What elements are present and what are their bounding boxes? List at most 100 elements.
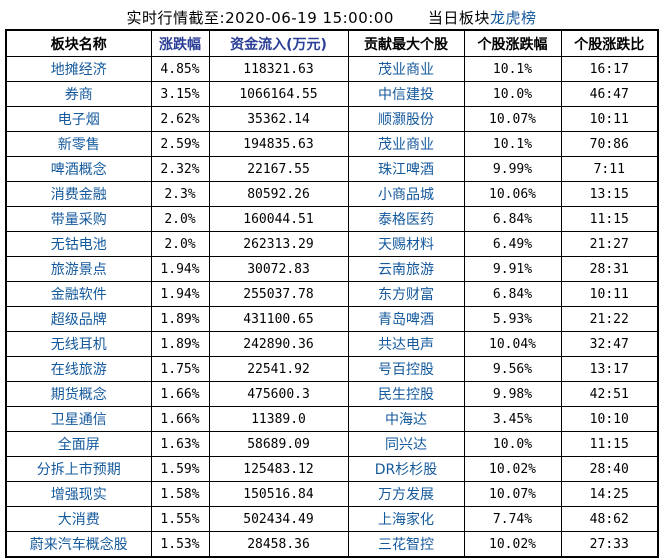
table-row: 消费金融 2.3% 80592.26 小商品城 10.06% 13:15 [5, 181, 659, 207]
sector-name-cell[interactable]: 带量采购 [5, 206, 152, 232]
sector-change-pct-cell: 4.85% [150, 56, 210, 82]
stock-change-pct-cell: 10.07% [463, 481, 562, 507]
stock-change-pct-cell: 10.02% [463, 531, 562, 558]
capital-inflow-cell: 255037.78 [208, 281, 349, 307]
top-stock-cell[interactable]: 泰格医药 [347, 206, 465, 232]
table-row: 分拆上市预期 1.59% 125483.12 DR杉杉股 10.02% 28:40 [5, 456, 659, 482]
stock-change-pct-cell: 10.1% [463, 56, 562, 82]
sector-name-cell[interactable]: 蔚来汽车概念股 [5, 531, 152, 558]
table-row: 超级品牌 1.89% 431100.65 青岛啤酒 5.93% 21:22 [5, 306, 659, 332]
advance-decline-ratio-cell: 7:11 [560, 156, 659, 182]
table-row: 卫星通信 1.66% 11389.0 中海达 3.45% 10:10 [5, 406, 659, 432]
top-stock-cell[interactable]: 同兴达 [347, 431, 465, 457]
advance-decline-ratio-cell: 42:51 [560, 381, 659, 407]
header-sector-name: 板块名称 [5, 29, 152, 57]
sector-change-pct-cell: 3.15% [150, 81, 210, 107]
top-stock-cell[interactable]: 天赐材料 [347, 231, 465, 257]
top-stock-cell[interactable]: 顺灏股份 [347, 106, 465, 132]
stock-change-pct-cell: 9.56% [463, 356, 562, 382]
capital-inflow-cell: 475600.3 [208, 381, 349, 407]
advance-decline-ratio-cell: 21:22 [560, 306, 659, 332]
advance-decline-ratio-cell: 14:25 [560, 481, 659, 507]
top-stock-cell[interactable]: DR杉杉股 [347, 456, 465, 482]
sector-name-cell[interactable]: 全面屏 [5, 431, 152, 457]
advance-decline-ratio-cell: 11:15 [560, 206, 659, 232]
table-row: 啤酒概念 2.32% 22167.55 珠江啤酒 9.99% 7:11 [5, 156, 659, 182]
capital-inflow-cell: 22541.92 [208, 356, 349, 382]
top-stock-cell[interactable]: 青岛啤酒 [347, 306, 465, 332]
sector-name-cell[interactable]: 增强现实 [5, 481, 152, 507]
header-row: 板块名称 涨跌幅 资金流入(万元) 贡献最大个股 个股涨跌幅 个股涨跌比 [5, 29, 659, 57]
top-stock-cell[interactable]: 珠江啤酒 [347, 156, 465, 182]
sector-change-pct-cell: 1.55% [150, 506, 210, 532]
sector-name-cell[interactable]: 期货概念 [5, 381, 152, 407]
sector-change-pct-cell: 2.32% [150, 156, 210, 182]
capital-inflow-cell: 22167.55 [208, 156, 349, 182]
sector-name-cell[interactable]: 旅游景点 [5, 256, 152, 282]
longhu-rank-link[interactable]: 龙虎榜 [489, 9, 537, 27]
table-row: 在线旅游 1.75% 22541.92 号百控股 9.56% 13:17 [5, 356, 659, 382]
sector-name-cell[interactable]: 电子烟 [5, 106, 152, 132]
stock-change-pct-cell: 10.07% [463, 106, 562, 132]
title-bar: 实时行情截至:2020-06-19 15:00:00 当日板块龙虎榜 [0, 0, 663, 28]
sector-name-cell[interactable]: 大消费 [5, 506, 152, 532]
table-row: 新零售 2.59% 194835.63 茂业商业 10.1% 70:86 [5, 131, 659, 157]
capital-inflow-cell: 502434.49 [208, 506, 349, 532]
sector-change-pct-cell: 2.59% [150, 131, 210, 157]
stock-change-pct-cell: 6.84% [463, 206, 562, 232]
table-row: 蔚来汽车概念股 1.53% 28458.36 三花智控 10.02% 27:33 [5, 531, 659, 558]
top-stock-cell[interactable]: 东方财富 [347, 281, 465, 307]
sector-name-cell[interactable]: 分拆上市预期 [5, 456, 152, 482]
stock-change-pct-cell: 6.49% [463, 231, 562, 257]
sector-name-cell[interactable]: 消费金融 [5, 181, 152, 207]
sector-name-cell[interactable]: 无线耳机 [5, 331, 152, 357]
sector-rank-table: 板块名称 涨跌幅 资金流入(万元) 贡献最大个股 个股涨跌幅 个股涨跌比 地摊经… [5, 29, 659, 558]
table-row: 地摊经济 4.85% 118321.63 茂业商业 10.1% 16:17 [5, 56, 659, 82]
top-stock-cell[interactable]: 上海家化 [347, 506, 465, 532]
sector-name-cell[interactable]: 券商 [5, 81, 152, 107]
capital-inflow-cell: 35362.14 [208, 106, 349, 132]
sector-name-cell[interactable]: 卫星通信 [5, 406, 152, 432]
header-stock-advance-decline-ratio: 个股涨跌比 [560, 29, 659, 57]
sector-change-pct-cell: 1.94% [150, 281, 210, 307]
advance-decline-ratio-cell: 16:17 [560, 56, 659, 82]
stock-change-pct-cell: 10.0% [463, 431, 562, 457]
stock-change-pct-cell: 9.91% [463, 256, 562, 282]
capital-inflow-cell: 80592.26 [208, 181, 349, 207]
stock-change-pct-cell: 5.93% [463, 306, 562, 332]
sector-name-cell[interactable]: 金融软件 [5, 281, 152, 307]
header-top-stock: 贡献最大个股 [347, 29, 465, 57]
top-stock-cell[interactable]: 共达电声 [347, 331, 465, 357]
header-change-pct[interactable]: 涨跌幅 [150, 29, 210, 57]
header-capital-inflow[interactable]: 资金流入(万元) [208, 29, 349, 57]
table-row: 大消费 1.55% 502434.49 上海家化 7.74% 48:62 [5, 506, 659, 532]
top-stock-cell[interactable]: 茂业商业 [347, 56, 465, 82]
sector-change-pct-cell: 1.94% [150, 256, 210, 282]
top-stock-cell[interactable]: 中海达 [347, 406, 465, 432]
sector-name-cell[interactable]: 在线旅游 [5, 356, 152, 382]
sector-name-cell[interactable]: 新零售 [5, 131, 152, 157]
top-stock-cell[interactable]: 云南旅游 [347, 256, 465, 282]
top-stock-cell[interactable]: 小商品城 [347, 181, 465, 207]
top-stock-cell[interactable]: 三花智控 [347, 531, 465, 558]
advance-decline-ratio-cell: 21:27 [560, 231, 659, 257]
capital-inflow-cell: 150516.84 [208, 481, 349, 507]
top-stock-cell[interactable]: 万方发展 [347, 481, 465, 507]
sector-name-cell[interactable]: 无钴电池 [5, 231, 152, 257]
capital-inflow-cell: 118321.63 [208, 56, 349, 82]
top-stock-cell[interactable]: 茂业商业 [347, 131, 465, 157]
table-row: 全面屏 1.63% 58689.09 同兴达 10.0% 11:15 [5, 431, 659, 457]
board-label: 当日板块 [427, 9, 490, 27]
sector-change-pct-cell: 1.63% [150, 431, 210, 457]
capital-inflow-cell: 160044.51 [208, 206, 349, 232]
capital-inflow-cell: 125483.12 [208, 456, 349, 482]
sector-name-cell[interactable]: 超级品牌 [5, 306, 152, 332]
header-stock-change-pct: 个股涨跌幅 [463, 29, 562, 57]
sector-name-cell[interactable]: 地摊经济 [5, 56, 152, 82]
sector-name-cell[interactable]: 啤酒概念 [5, 156, 152, 182]
stock-change-pct-cell: 10.0% [463, 81, 562, 107]
top-stock-cell[interactable]: 中信建投 [347, 81, 465, 107]
top-stock-cell[interactable]: 民生控股 [347, 381, 465, 407]
sector-change-pct-cell: 1.59% [150, 456, 210, 482]
top-stock-cell[interactable]: 号百控股 [347, 356, 465, 382]
